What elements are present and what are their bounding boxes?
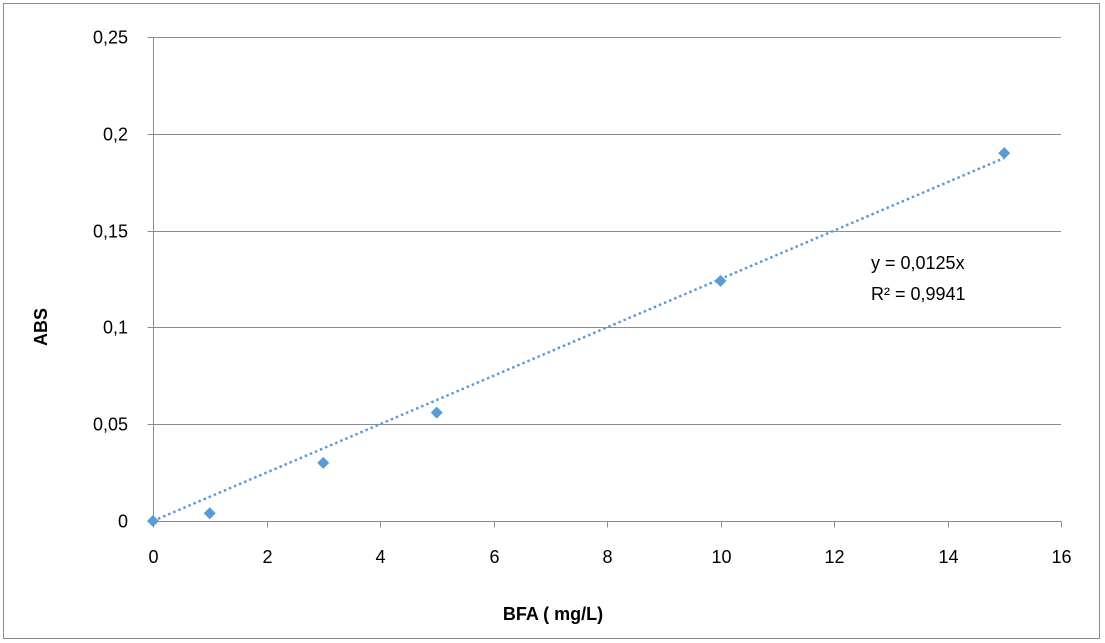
- trendline-r-squared: R² = 0,9941: [871, 284, 966, 304]
- x-tick-label-1: 2: [262, 547, 272, 567]
- x-tick-label-2: 4: [375, 547, 385, 567]
- x-tick-labels: 0 2 4 6 8 10 12 14 16: [148, 547, 1071, 567]
- data-point-2: [317, 456, 330, 469]
- x-axis-title: BFA ( mg/L): [503, 604, 603, 624]
- x-tick-label-8: 16: [1051, 547, 1071, 567]
- x-tick-label-0: 0: [148, 547, 158, 567]
- data-points: [147, 147, 1011, 527]
- y-tick-label-4: 0,2: [103, 125, 128, 145]
- chart-frame: [3, 3, 1100, 639]
- data-point-4: [714, 274, 727, 287]
- data-point-3: [430, 406, 443, 419]
- data-point-1: [203, 507, 216, 520]
- y-axis-title: ABS: [31, 308, 51, 346]
- x-tick-label-7: 14: [938, 547, 958, 567]
- data-point-5: [998, 147, 1011, 160]
- axes: [147, 37, 1062, 528]
- x-tick-label-3: 6: [489, 547, 499, 567]
- y-tick-label-5: 0,25: [93, 28, 128, 48]
- trendline-equation: y = 0,0125x: [871, 253, 965, 273]
- y-tick-label-1: 0,05: [93, 415, 128, 435]
- trendline: [152, 156, 1005, 523]
- gridlines: [153, 37, 1061, 425]
- x-tick-label-5: 10: [711, 547, 731, 567]
- y-tick-label-0: 0: [118, 512, 128, 532]
- y-tick-label-3: 0,15: [93, 222, 128, 242]
- x-tick-label-6: 12: [824, 547, 844, 567]
- y-tick-label-2: 0,1: [103, 318, 128, 338]
- y-tick-labels: 0 0,05 0,1 0,15 0,2 0,25: [93, 28, 128, 532]
- trendline-group: [152, 156, 1005, 523]
- data-point-0: [147, 515, 159, 527]
- x-tick-label-4: 8: [602, 547, 612, 567]
